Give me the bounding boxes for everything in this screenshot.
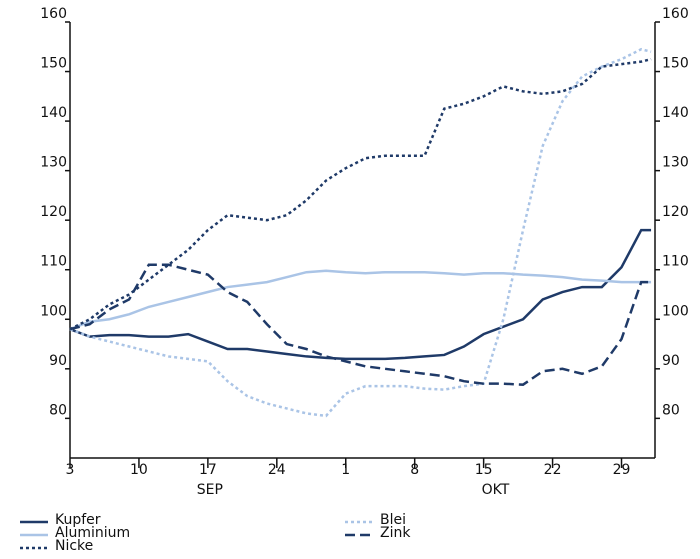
y-tick-label: 140: [40, 105, 67, 121]
legend-label: Aluminium: [55, 525, 130, 541]
legend-label: Nicke: [55, 538, 93, 554]
y-tick-label: 80: [49, 402, 67, 418]
x-tick-label: 24: [268, 462, 286, 478]
x-tick-label: 1: [341, 462, 350, 478]
y-tick-label: 110: [40, 254, 67, 270]
x-tick-label: 17: [199, 462, 217, 478]
y2-tick-label: 80: [662, 402, 680, 418]
legend-label: Blei: [380, 512, 406, 528]
series-line: [69, 47, 652, 418]
y-tick-label: 160: [40, 6, 67, 22]
series-line: [69, 228, 652, 361]
y2-tick-label: 90: [662, 353, 680, 369]
series-line: [69, 263, 652, 386]
month-label: SEP: [197, 482, 223, 498]
series-line: [69, 269, 652, 331]
legend-label: Zink: [380, 525, 411, 541]
month-label: OKT: [482, 482, 510, 498]
y2-tick-label: 130: [662, 155, 689, 171]
y2-tick-label: 160: [662, 6, 689, 22]
y-tick-label: 120: [40, 204, 67, 220]
x-tick-label: 8: [410, 462, 419, 478]
x-tick-label: 29: [613, 462, 631, 478]
legend-label: Kupfer: [55, 512, 101, 528]
x-tick-label: 22: [544, 462, 562, 478]
y2-tick-label: 110: [662, 254, 689, 270]
y-tick-label: 90: [49, 353, 67, 369]
x-tick-label: 10: [130, 462, 148, 478]
x-tick-label: 15: [475, 462, 493, 478]
y2-tick-label: 150: [662, 56, 689, 72]
y-tick-label: 150: [40, 56, 67, 72]
y-tick-label: 130: [40, 155, 67, 171]
y2-tick-label: 120: [662, 204, 689, 220]
y2-tick-label: 100: [662, 303, 689, 319]
series-line: [69, 57, 652, 331]
x-tick-label: 3: [66, 462, 75, 478]
y2-tick-label: 140: [662, 105, 689, 121]
y-tick-label: 100: [40, 303, 67, 319]
